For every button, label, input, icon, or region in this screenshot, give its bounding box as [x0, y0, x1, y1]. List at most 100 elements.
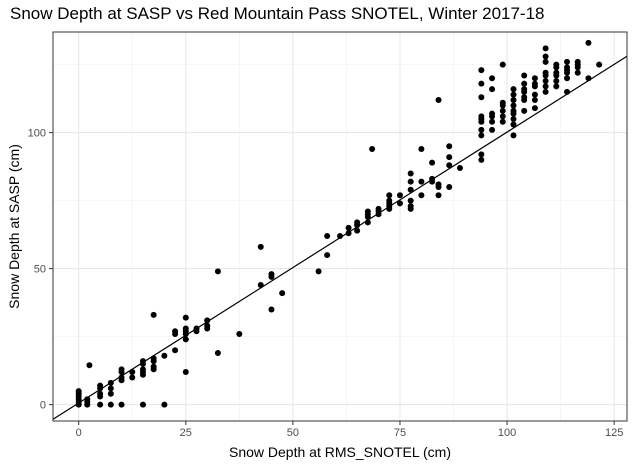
data-point	[396, 200, 403, 207]
data-point	[553, 69, 560, 76]
data-point	[204, 322, 211, 329]
data-point	[446, 154, 453, 161]
data-point	[97, 390, 104, 397]
data-point	[478, 67, 485, 74]
data-point	[542, 45, 549, 52]
data-point	[369, 145, 376, 152]
data-point	[542, 69, 549, 76]
data-point	[182, 325, 189, 332]
data-point	[456, 165, 463, 172]
chart-title: Snow Depth at SASP vs Red Mountain Pass …	[10, 4, 545, 23]
data-point	[478, 151, 485, 158]
data-point	[407, 178, 414, 185]
data-point	[489, 126, 496, 133]
data-point	[542, 83, 549, 90]
data-point	[478, 113, 485, 120]
x-tick-label: 100	[498, 427, 516, 439]
data-point	[489, 75, 496, 82]
data-point	[521, 107, 528, 114]
data-point	[418, 192, 425, 199]
data-point	[510, 102, 517, 109]
data-point	[375, 205, 382, 212]
data-point	[354, 227, 361, 234]
data-point	[510, 91, 517, 98]
data-point	[596, 61, 603, 68]
data-point	[564, 58, 571, 65]
data-point	[510, 97, 517, 104]
y-axis-title: Snow Depth at SASP (cm)	[6, 144, 22, 309]
data-point	[161, 401, 168, 408]
data-point	[268, 271, 275, 278]
data-point	[510, 107, 517, 114]
data-point	[268, 306, 275, 313]
data-point	[345, 224, 352, 231]
data-point	[542, 58, 549, 65]
data-point	[499, 118, 506, 125]
data-point	[435, 192, 442, 199]
data-point	[446, 184, 453, 191]
data-point	[531, 75, 538, 82]
data-point	[396, 192, 403, 199]
data-point	[214, 268, 221, 275]
data-point	[478, 80, 485, 87]
data-point	[75, 388, 82, 395]
data-point	[182, 369, 189, 376]
data-point	[324, 252, 331, 259]
data-point	[354, 219, 361, 226]
data-point	[107, 385, 114, 392]
data-point	[489, 110, 496, 117]
data-point	[129, 374, 136, 381]
data-point	[172, 328, 179, 335]
fit-line-layer	[52, 55, 628, 420]
data-point	[84, 396, 91, 403]
x-tick-label: 125	[605, 427, 623, 439]
plot-panel	[53, 32, 627, 421]
data-point	[429, 159, 436, 166]
data-point	[531, 91, 538, 98]
data-point	[510, 86, 517, 93]
regression-line	[52, 55, 628, 420]
data-point	[489, 118, 496, 125]
data-point	[214, 349, 221, 356]
data-point	[553, 83, 560, 90]
data-point	[172, 347, 179, 354]
data-point	[510, 121, 517, 128]
data-point	[97, 401, 104, 408]
data-point	[574, 58, 581, 65]
data-point	[478, 156, 485, 163]
data-point	[478, 132, 485, 139]
x-tick-label: 50	[287, 427, 299, 439]
data-point	[407, 203, 414, 210]
data-point	[521, 86, 528, 93]
data-point	[182, 314, 189, 321]
data-point	[279, 290, 286, 297]
grid-layer	[53, 32, 627, 421]
data-point	[499, 61, 506, 68]
data-point	[118, 374, 125, 381]
data-point	[86, 362, 93, 369]
data-point	[542, 53, 549, 60]
data-point	[418, 145, 425, 152]
data-point	[531, 105, 538, 112]
data-point	[257, 243, 264, 250]
data-point	[107, 401, 114, 408]
data-point	[407, 186, 414, 193]
data-point	[204, 317, 211, 324]
data-point	[386, 197, 393, 204]
y-tick-label: 50	[34, 264, 46, 276]
data-point	[418, 178, 425, 185]
data-point	[161, 352, 168, 359]
data-point	[478, 126, 485, 133]
data-point	[553, 61, 560, 68]
y-tick-label: 0	[40, 400, 46, 412]
panel-border	[52, 31, 628, 422]
data-point	[97, 382, 104, 389]
data-point	[499, 99, 506, 106]
data-point	[531, 97, 538, 104]
data-point	[150, 363, 157, 370]
data-point	[489, 86, 496, 93]
data-point	[386, 192, 393, 199]
data-point	[435, 181, 442, 188]
data-point	[499, 113, 506, 120]
data-point	[564, 64, 571, 71]
